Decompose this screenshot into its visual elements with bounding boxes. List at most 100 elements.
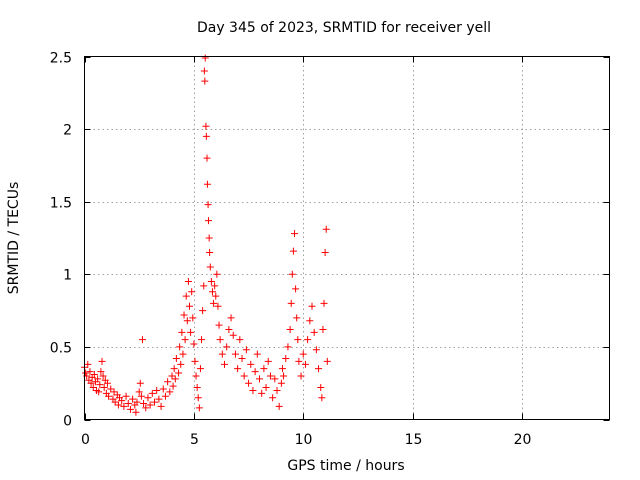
data-point <box>317 384 325 392</box>
data-point <box>308 302 316 310</box>
data-point <box>191 357 199 365</box>
data-point <box>212 292 220 300</box>
data-point <box>287 299 295 307</box>
data-point <box>271 375 279 383</box>
data-point <box>297 372 305 380</box>
data-point <box>176 343 184 351</box>
x-tick-label: 20 <box>514 432 532 448</box>
data-point <box>202 122 210 130</box>
x-tick-label: 15 <box>405 432 423 448</box>
data-point <box>201 77 209 85</box>
data-point <box>199 307 207 315</box>
data-point <box>201 54 209 62</box>
data-point <box>218 350 226 358</box>
data-point <box>148 389 156 397</box>
y-tick-label: 1.5 <box>50 196 72 212</box>
data-point <box>210 299 218 307</box>
data-point <box>315 365 323 373</box>
data-point <box>251 368 259 376</box>
axis-ticks <box>84 56 610 421</box>
data-point <box>138 336 146 344</box>
grid-lines <box>84 56 610 420</box>
data-point <box>208 288 216 296</box>
data-point <box>301 360 309 368</box>
data-point <box>103 379 111 387</box>
x-tick-label: 5 <box>190 432 199 448</box>
data-point <box>169 382 177 390</box>
data-point <box>86 368 94 376</box>
data-point <box>137 392 145 400</box>
data-point <box>306 317 314 325</box>
data-point <box>94 375 102 383</box>
x-tick-labels: 0 5 10 15 20 <box>81 432 531 448</box>
data-point <box>319 325 327 333</box>
data-point <box>111 398 119 406</box>
data-point <box>291 230 298 238</box>
data-point <box>196 365 204 373</box>
data-point <box>155 395 163 403</box>
data-point <box>304 336 312 344</box>
data-point <box>179 350 187 358</box>
data-point <box>129 395 137 403</box>
data-point <box>89 384 97 392</box>
data-point <box>292 285 300 293</box>
data-point <box>172 355 180 363</box>
data-point <box>114 401 122 409</box>
data-point <box>200 67 208 75</box>
y-axis-label: SRMTID / TECUs <box>6 182 22 295</box>
y-tick-label: 0.5 <box>50 341 72 357</box>
data-point <box>295 357 303 365</box>
data-point <box>90 370 98 378</box>
data-point <box>229 331 237 339</box>
data-point <box>225 325 233 333</box>
data-point <box>223 343 231 351</box>
data-point <box>269 394 277 402</box>
data-point <box>207 278 215 286</box>
data-point <box>260 365 268 373</box>
data-point <box>289 247 297 255</box>
data-point <box>320 299 328 307</box>
y-tick-label: 2.5 <box>50 51 72 67</box>
data-point <box>215 321 223 329</box>
data-point <box>133 398 141 406</box>
data-point <box>175 369 183 377</box>
data-point <box>198 336 206 344</box>
data-point <box>159 385 167 393</box>
data-point <box>321 249 329 257</box>
data-point <box>180 311 188 319</box>
data-point <box>188 288 196 296</box>
data-point <box>294 336 302 344</box>
data-point <box>280 372 288 380</box>
data-point <box>216 336 224 344</box>
data-point <box>275 402 283 410</box>
data-points <box>81 54 331 416</box>
data-point <box>205 234 213 242</box>
data-point <box>126 405 134 413</box>
data-point <box>195 404 203 412</box>
data-point <box>323 357 331 365</box>
data-point <box>97 368 105 376</box>
data-point <box>286 325 294 333</box>
data-point <box>256 375 263 383</box>
y-tick-label: 1 <box>63 268 72 284</box>
data-point <box>151 398 158 406</box>
data-point <box>136 379 144 387</box>
data-point <box>177 360 185 368</box>
data-point <box>118 397 126 405</box>
data-point <box>82 369 90 377</box>
data-point <box>318 394 326 402</box>
data-point <box>288 270 296 278</box>
plot-frame <box>84 56 610 420</box>
data-point <box>299 350 307 358</box>
data-point <box>132 408 140 416</box>
data-point <box>236 336 244 344</box>
data-point <box>205 217 213 225</box>
data-point <box>153 386 161 394</box>
data-point <box>122 392 130 400</box>
data-point <box>96 381 104 389</box>
data-point <box>273 386 281 394</box>
data-point <box>204 201 212 209</box>
data-point <box>258 389 266 397</box>
data-point <box>193 384 201 392</box>
